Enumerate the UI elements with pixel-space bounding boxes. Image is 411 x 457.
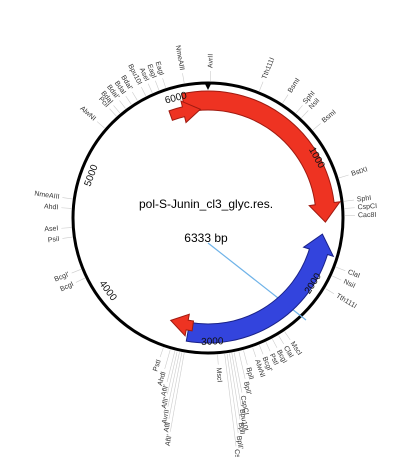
- position-label: 5000: [83, 163, 101, 188]
- enzyme-label: AvrII: [161, 409, 171, 424]
- backbone: [71, 81, 345, 355]
- site-tick: [325, 288, 335, 294]
- enzyme-label: Tth111I: [261, 57, 276, 81]
- plasmid-name: pol-S-Junin_cl3_glyc.res.: [139, 197, 273, 211]
- enzyme-label: SphI: [356, 195, 371, 204]
- enzyme-label: AflI': [161, 384, 171, 397]
- site-tick: [295, 105, 303, 114]
- site-tick: [96, 121, 105, 129]
- enzyme-label: BcgI': [54, 271, 71, 283]
- site-tick: [338, 174, 349, 179]
- site-tick: [233, 352, 243, 393]
- site-tick: [312, 123, 321, 131]
- enzyme-label: AhdI: [157, 371, 168, 387]
- features: [168, 90, 342, 344]
- enzyme-label: CspCI: [239, 395, 250, 415]
- enzyme-label: Cac8I: [358, 212, 376, 219]
- site-tick: [167, 351, 180, 407]
- site-tick: [344, 207, 355, 209]
- enzyme-label: Tth111I: [335, 293, 358, 311]
- site-tick: [224, 353, 237, 447]
- site-tick: [332, 275, 342, 281]
- site-tick: [62, 236, 73, 239]
- enzyme-label: PstI: [152, 359, 163, 373]
- site-tick: [159, 347, 164, 358]
- site-tick: [166, 350, 176, 383]
- site-tick: [343, 199, 354, 202]
- site-tick: [119, 100, 126, 109]
- site-tick: [217, 354, 219, 365]
- site-tick: [113, 105, 121, 114]
- site-tick: [265, 342, 271, 352]
- site-tick: [125, 95, 132, 105]
- site-tick: [155, 80, 160, 91]
- enzyme-label: CspCI: [357, 203, 377, 211]
- enzyme-label: PstI: [268, 353, 279, 367]
- site-tick: [238, 351, 246, 379]
- origin-marker: [205, 84, 211, 90]
- site-tick: [62, 197, 73, 200]
- site-tick: [166, 351, 178, 395]
- site-tick: [61, 207, 72, 209]
- enzyme-label: BplI: [237, 422, 246, 435]
- site-tick: [140, 86, 147, 97]
- enzyme-label: AflI': [165, 434, 174, 446]
- site-tick: [243, 350, 248, 365]
- site-tick: [147, 83, 153, 93]
- enzyme-label: NmeAIII: [34, 190, 60, 200]
- enzyme-label: ClaI: [347, 269, 361, 280]
- enzyme-label: BplI': [242, 381, 252, 396]
- position-label: 3000: [201, 336, 224, 348]
- site-tick: [259, 344, 264, 355]
- enzyme-label: CspCI': [233, 449, 242, 457]
- site-tick: [259, 81, 264, 92]
- feature-arrow: [181, 90, 342, 223]
- site-tick: [229, 353, 241, 420]
- enzyme-label: AvrII: [207, 54, 214, 68]
- enzyme-label: BstXI: [351, 166, 369, 178]
- enzyme-label: AseI: [44, 225, 59, 233]
- site-tick: [61, 227, 72, 229]
- site-tick: [252, 347, 257, 358]
- feature-arrow: [168, 100, 202, 124]
- enzyme-label: AflI: [163, 422, 172, 433]
- enzyme-label: Bpu10I: [238, 409, 249, 432]
- enzyme-label: BplI: [244, 367, 254, 381]
- site-tick: [170, 352, 185, 432]
- enzyme-label: MscI: [215, 367, 223, 382]
- enzyme-label: EagI: [154, 61, 165, 77]
- feature-arrow: [169, 313, 195, 337]
- plasmid-length: 6333 bp: [184, 231, 228, 245]
- enzyme-label: BsmI: [321, 109, 338, 125]
- site-tick: [71, 269, 82, 274]
- enzyme-label: BplI': [235, 435, 244, 449]
- site-tick: [282, 94, 289, 104]
- site-tick: [168, 352, 183, 420]
- site-tick: [75, 277, 85, 283]
- site-tick: [164, 349, 171, 370]
- site-tick: [284, 331, 291, 341]
- site-tick: [182, 73, 185, 84]
- site-tick: [278, 335, 284, 345]
- site-tick: [231, 352, 242, 407]
- site-tick: [132, 91, 138, 101]
- feature-arrow: [185, 233, 335, 344]
- enzyme-label: AflI': [161, 397, 170, 410]
- enzyme-label: BsmI: [287, 77, 302, 94]
- site-tick: [335, 266, 346, 271]
- enzyme-label: NsiI: [342, 279, 356, 290]
- site-tick: [301, 110, 309, 119]
- enzyme-label: AlwNI: [78, 105, 96, 122]
- enzyme-label: BcgI: [59, 281, 75, 293]
- enzyme-label: AhdI: [44, 203, 59, 211]
- site-tick: [109, 108, 117, 117]
- enzyme-label: PsiI: [47, 236, 60, 245]
- site-tick: [226, 353, 239, 433]
- enzyme-label: NmeAIII: [174, 45, 185, 71]
- enzyme-label: EagI: [145, 63, 157, 79]
- site-tick: [162, 78, 166, 88]
- site-tick: [272, 338, 278, 348]
